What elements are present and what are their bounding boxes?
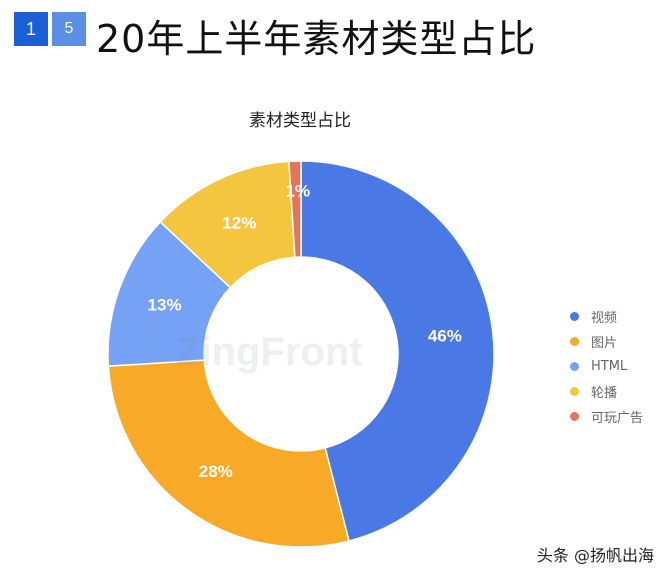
legend-item-3: 轮播 — [570, 379, 643, 404]
slice-label-1: 28% — [199, 462, 233, 481]
legend-item-0: 视频 — [570, 304, 643, 329]
pie-slice-0 — [300, 160, 495, 542]
legend-item-2: HTML — [570, 354, 643, 379]
footer-source-credit: 头条 @扬帆出海 — [536, 546, 654, 565]
legend-label: HTML — [591, 359, 628, 374]
watermark-logo: ZingFront — [176, 330, 363, 374]
legend-swatch — [570, 337, 579, 346]
chart-legend: 视频图片 HTML 轮播可玩广告 — [570, 304, 643, 429]
pie-slice-1 — [107, 359, 350, 548]
pie-slice-4 — [288, 160, 302, 258]
legend-swatch — [570, 312, 579, 321]
chart-title: 素材类型占比 — [249, 111, 351, 131]
legend-label: 视频 — [591, 311, 618, 326]
legend-item-1: 图片 — [570, 329, 643, 354]
legend-label: 轮播 — [591, 386, 618, 401]
slice-label-4: 1% — [286, 182, 311, 201]
slice-label-3: 12% — [222, 213, 256, 232]
legend-swatch — [570, 412, 579, 421]
slice-label-2: 13% — [148, 295, 182, 314]
section-number-badge: 1 — [14, 12, 48, 46]
page-title: 20年上半年素材类型占比 — [96, 17, 537, 61]
legend-label: 可玩广告 — [591, 411, 644, 426]
slice-label-0: 46% — [428, 326, 462, 345]
legend-swatch — [570, 362, 579, 371]
legend-label: 图片 — [591, 336, 618, 351]
legend-swatch — [570, 387, 579, 396]
section-subnumber-badge: 5 — [52, 12, 86, 46]
legend-item-4: 可玩广告 — [570, 404, 643, 429]
